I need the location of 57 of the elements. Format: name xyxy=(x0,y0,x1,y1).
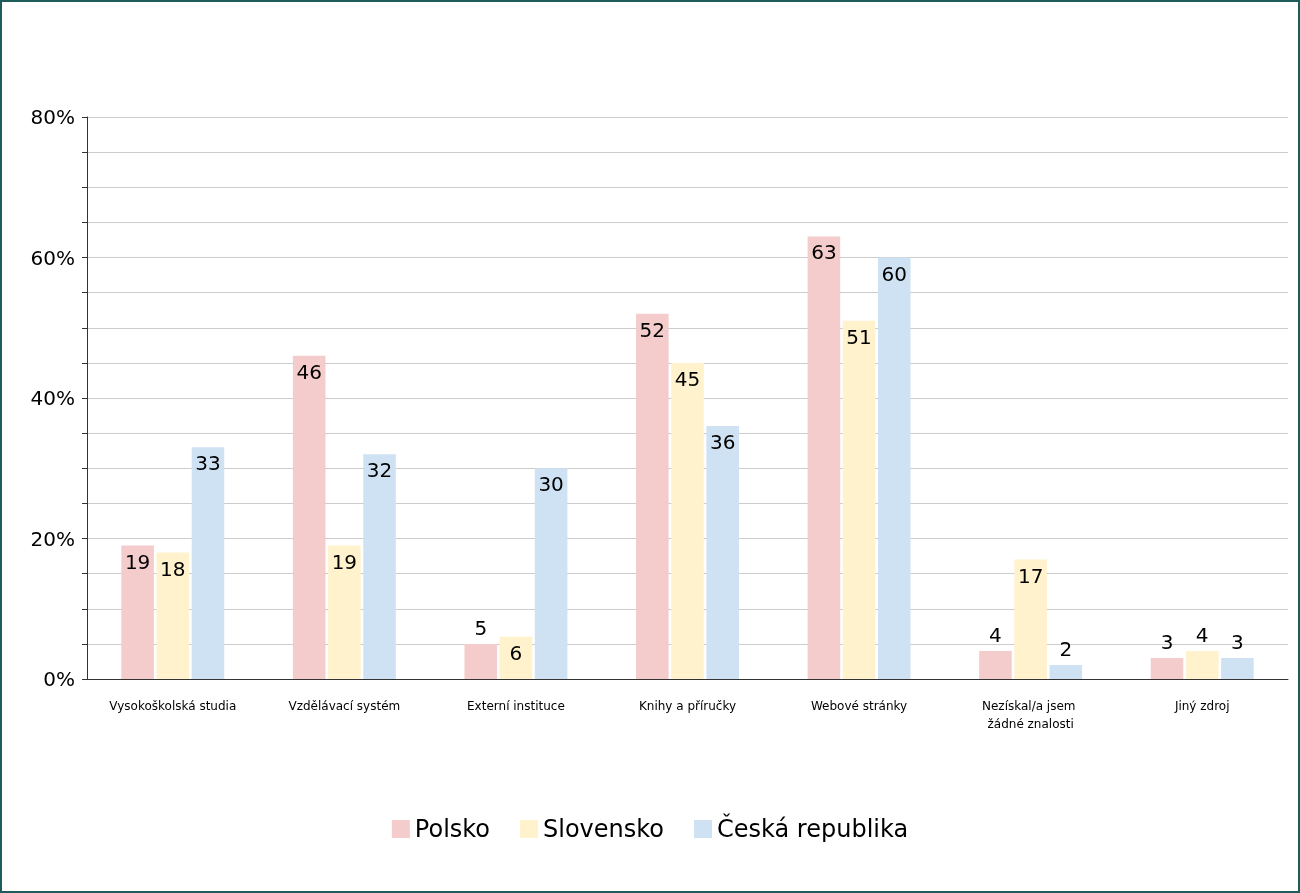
bar xyxy=(1049,664,1083,679)
data-label: 5 xyxy=(474,615,488,640)
legend-label: Česká republika xyxy=(717,813,909,843)
bar xyxy=(191,447,225,679)
x-tick-label: Webové stránky xyxy=(810,699,908,713)
bar xyxy=(534,468,568,679)
data-label: 3 xyxy=(1160,629,1174,654)
bar xyxy=(499,636,533,679)
data-label: 30 xyxy=(538,472,564,497)
data-label: 52 xyxy=(639,317,666,342)
data-label: 33 xyxy=(195,451,221,476)
x-tick-label: Knihy a příručky xyxy=(638,699,737,713)
bar xyxy=(807,236,841,679)
bar xyxy=(636,313,669,679)
bar xyxy=(1185,650,1219,679)
data-label: 4 xyxy=(989,622,1002,647)
bar xyxy=(842,320,876,679)
data-label: 32 xyxy=(366,458,393,483)
data-label: 17 xyxy=(1017,563,1044,588)
bar xyxy=(706,426,739,679)
data-label: 51 xyxy=(846,324,872,349)
bar xyxy=(979,650,1012,679)
x-tick-label: Nezískal/a jsem žádné znalosti xyxy=(981,699,1080,731)
y-tick-label: 40% xyxy=(30,386,75,410)
bar xyxy=(1221,657,1254,679)
bar xyxy=(328,545,361,679)
legend-label: Polsko xyxy=(414,815,491,843)
data-label: 4 xyxy=(1195,622,1209,647)
data-label: 6 xyxy=(509,640,523,665)
data-label: 18 xyxy=(160,556,186,581)
y-tick-label: 20% xyxy=(30,526,75,551)
x-tick-label: Jiný zdroj xyxy=(1173,699,1230,713)
bar xyxy=(292,355,326,679)
data-label: 63 xyxy=(811,240,837,265)
y-tick-label: 60% xyxy=(30,245,75,270)
bar xyxy=(1014,559,1047,679)
data-label: 19 xyxy=(331,549,358,574)
x-tick-label: Vysokoškolská studia xyxy=(109,699,237,713)
bar xyxy=(121,545,154,679)
bar xyxy=(464,643,498,679)
data-label: 36 xyxy=(709,430,736,455)
data-label: 2 xyxy=(1059,636,1073,661)
data-label: 19 xyxy=(124,549,151,574)
bar xyxy=(1150,657,1184,679)
bar xyxy=(671,362,704,679)
data-label: 60 xyxy=(881,261,907,286)
x-tick-label: Vzdělávací systém xyxy=(288,699,401,713)
data-label: 45 xyxy=(674,366,701,391)
bar xyxy=(156,552,190,679)
bar xyxy=(363,454,396,679)
data-label: 3 xyxy=(1231,629,1244,654)
bar xyxy=(877,257,911,679)
legend-label: Slovensko xyxy=(543,815,665,843)
y-tick-label: 0% xyxy=(43,667,75,691)
data-label: 46 xyxy=(296,359,322,384)
y-tick-label: 80% xyxy=(30,105,75,129)
x-tick-label: Externí instituce xyxy=(467,699,565,713)
